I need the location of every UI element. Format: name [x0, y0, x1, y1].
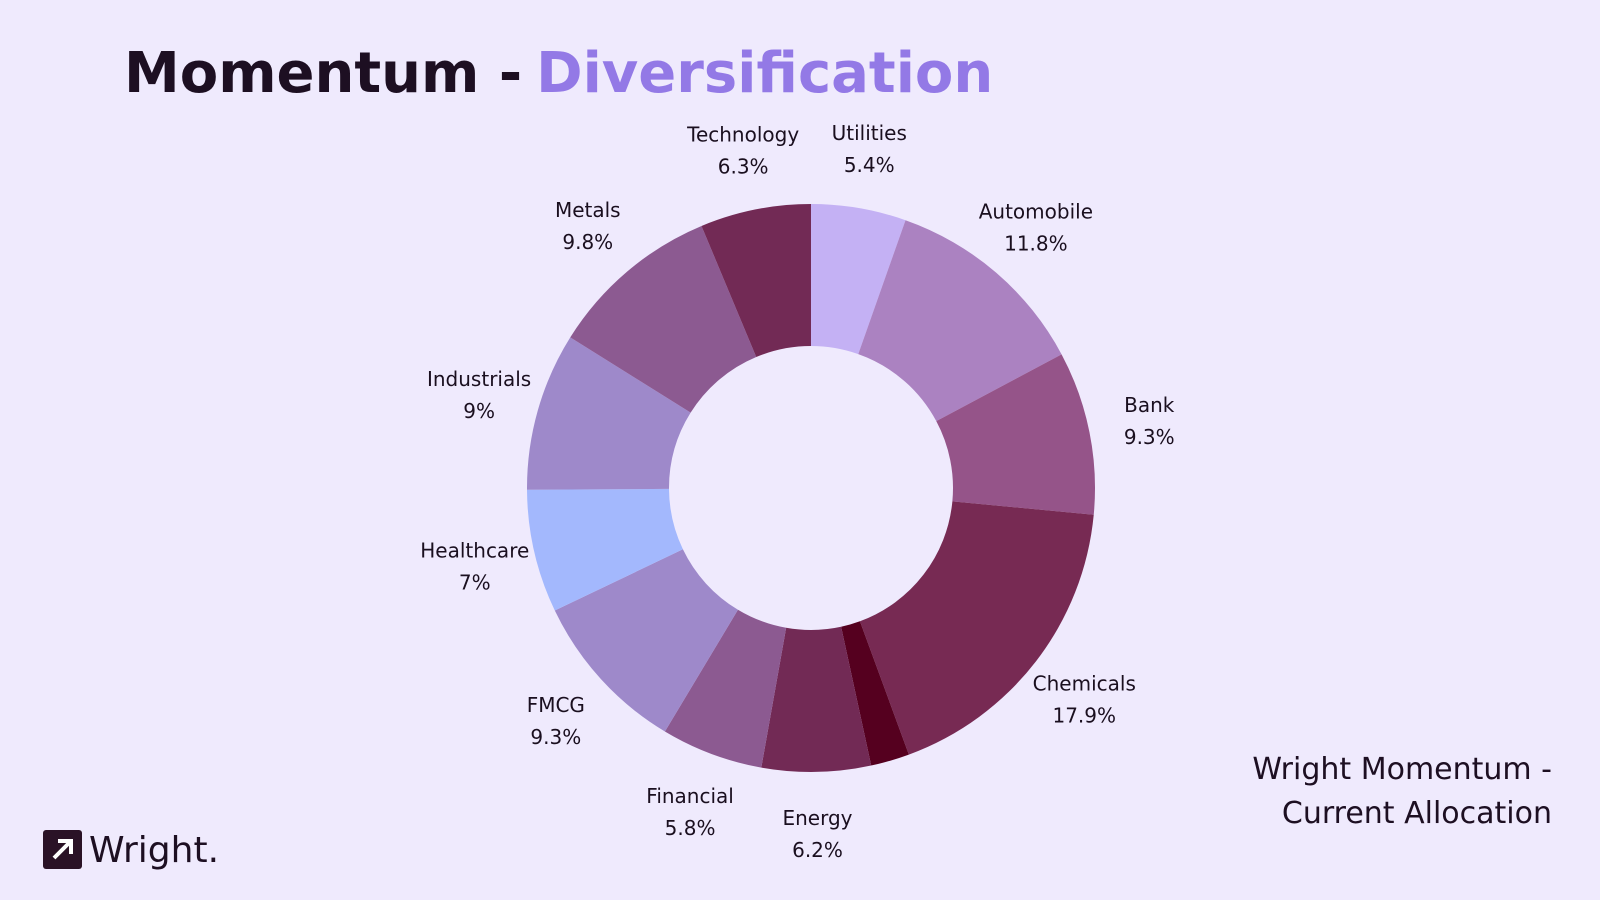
slice-label: Automobile	[979, 199, 1093, 223]
slice	[936, 354, 1095, 515]
slide-title: Momentum - Diversification	[124, 41, 993, 106]
slice	[554, 549, 738, 732]
slice-label: Utilities	[832, 121, 907, 145]
slice	[527, 337, 691, 490]
slice	[858, 220, 1062, 422]
slice-label: FMCG	[527, 693, 585, 717]
slice-label: Metals	[555, 198, 621, 222]
slice-value: 17.9%	[1052, 704, 1116, 728]
logo: Wright.	[43, 830, 219, 871]
slice-label: Healthcare	[420, 538, 529, 562]
slice	[859, 501, 1094, 755]
slice	[811, 204, 906, 355]
slice-label: Bank	[1124, 393, 1175, 417]
donut-chart: Utilities 5.4% Automobile 11.8% Bank 9.3% Chem…	[420, 121, 1175, 862]
slice-label: Financial	[646, 784, 734, 808]
slice	[527, 488, 683, 611]
title-end: Diversification	[536, 41, 993, 106]
slice-value: 9.3%	[530, 725, 581, 749]
slice-value: 6.3%	[718, 155, 769, 179]
slice	[664, 609, 787, 768]
title-start: Momentum -	[124, 41, 522, 106]
slice	[761, 626, 872, 772]
slice-label: Energy	[782, 806, 852, 830]
slice-value: 7%	[459, 570, 491, 594]
slice-value: 9%	[463, 399, 495, 423]
slice-label: Industrials	[427, 367, 531, 391]
slice-value: 11.8%	[1004, 231, 1068, 255]
slice-label: Chemicals	[1033, 672, 1136, 696]
caption-line: Current Allocation	[1282, 796, 1552, 831]
slice-label: Technology	[686, 123, 799, 147]
logo-arrow	[52, 839, 73, 860]
caption-line: Wright Momentum -	[1252, 752, 1552, 787]
logo-text: Wright.	[89, 830, 219, 871]
slice	[841, 621, 909, 766]
slice	[570, 225, 757, 413]
slice	[701, 204, 811, 357]
slice-value: 5.8%	[665, 816, 716, 840]
slice-value: 9.8%	[562, 230, 613, 254]
slice-value: 9.3%	[1124, 425, 1175, 449]
slice-value: 5.4%	[844, 153, 895, 177]
slice-value: 6.2%	[792, 838, 843, 862]
